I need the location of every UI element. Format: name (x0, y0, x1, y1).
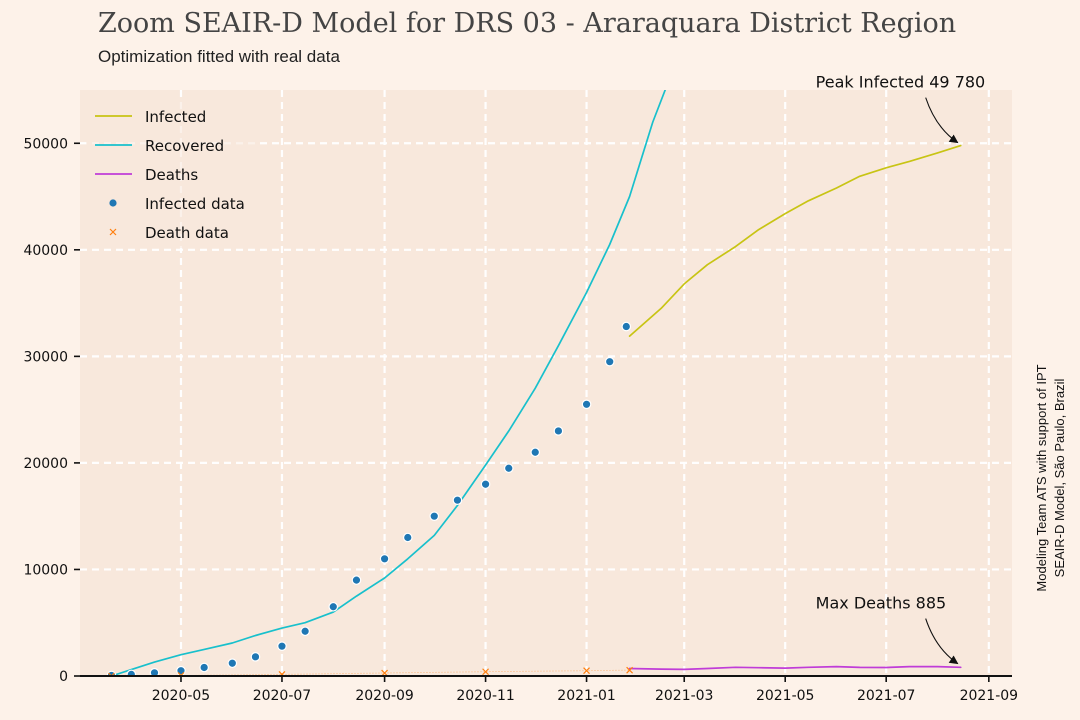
series-infected-line (628, 144, 962, 337)
y-tick-label: 20000 (23, 456, 68, 472)
x-tick-label: 2021-01 (557, 688, 616, 704)
x-tick-label: 2021-05 (756, 688, 815, 704)
legend-label: Deaths (145, 166, 198, 184)
y-tick-label: 40000 (23, 243, 68, 259)
annotation-label: Max Deaths 885 (816, 594, 947, 613)
infected-data-point (480, 479, 491, 490)
infected-data-point (300, 626, 310, 637)
annotation-arrow (925, 618, 959, 665)
y-tick-label: 30000 (23, 349, 68, 365)
series-recovered-line (110, 90, 667, 676)
annotations-layer: Peak Infected 49 780 Max Deaths 885 (816, 73, 986, 665)
x-tick-label: 2020-11 (456, 688, 515, 704)
infected-data-point (250, 652, 261, 662)
x-tick-label: 2020-05 (152, 688, 211, 704)
infected-data-point (351, 575, 362, 585)
infected-data-point (199, 662, 209, 673)
infected-data-point (328, 601, 339, 612)
legend-label: Death data (145, 224, 229, 242)
legend-marker-infected-data (109, 199, 117, 207)
infected-data-point (429, 511, 440, 521)
death-data-point (278, 670, 286, 676)
annotation-arrow (925, 97, 959, 144)
infected-data-point (503, 463, 514, 474)
credit-line-1: Modeling Team ATS with support of IPT (1034, 364, 1049, 591)
infected-data-point (621, 321, 632, 332)
infected-data-point (553, 426, 564, 436)
infected-data-point (227, 658, 238, 669)
death-data-point (583, 667, 590, 675)
legend-marker-death-data (109, 228, 117, 236)
legend-label: Infected (145, 108, 206, 126)
x-tick-label: 2020-07 (253, 688, 312, 704)
infected-data-point (277, 641, 287, 651)
series-deaths-line (628, 665, 962, 671)
x-tick-label: 2021-09 (960, 688, 1019, 704)
legend-label: Recovered (145, 137, 224, 155)
x-tick-label: 2021-07 (857, 688, 916, 704)
credit-line-2: SEAIR-D Model, São Paulo, Brazil (1052, 379, 1067, 578)
legend: Infected Recovered Deaths Infected data Deat… (86, 98, 256, 248)
infected-data-point (530, 447, 541, 458)
chart-subtitle: Optimization fitted with real data (98, 47, 340, 66)
x-tick-label: 2020-09 (355, 688, 414, 704)
infected-data-point (176, 665, 186, 676)
infected-data-point (581, 399, 592, 410)
infected-data-point (149, 668, 160, 676)
chart-title: Zoom SEAIR-D Model for DRS 03 - Araraqua… (98, 8, 956, 39)
infected-data-point (379, 553, 390, 564)
x-tick-label: 2021-03 (655, 688, 714, 704)
infected-data-point (126, 669, 137, 676)
y-axis-ticks: 0 10000 20000 30000 40000 50000 (23, 136, 80, 685)
legend-frame (86, 98, 256, 248)
infected-data-point (604, 356, 615, 367)
death-data-point (626, 666, 634, 674)
death-data-point (108, 672, 115, 676)
death-data-point (482, 668, 490, 676)
infected-data-point (452, 495, 463, 505)
infected-data-point (402, 532, 413, 543)
y-tick-label: 50000 (23, 136, 68, 152)
y-tick-label: 10000 (23, 562, 68, 578)
annotation-label: Peak Infected 49 780 (816, 73, 986, 92)
y-tick-label: 0 (59, 669, 68, 685)
legend-label: Infected data (145, 195, 245, 213)
x-axis-ticks: 2020-05 2020-07 2020-09 2020-11 2021-01 2021-… (152, 676, 1018, 704)
